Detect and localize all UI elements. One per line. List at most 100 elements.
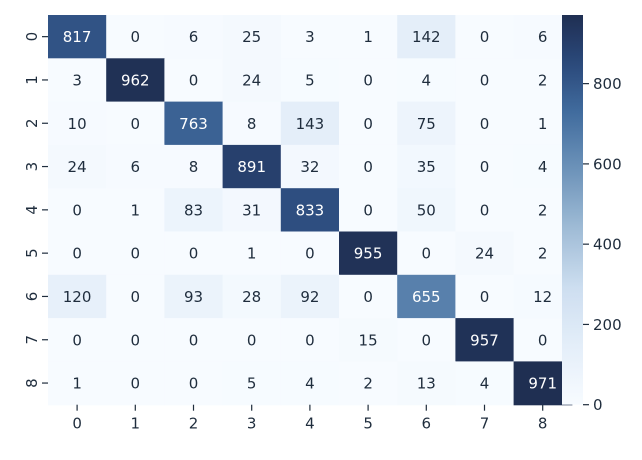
cell-value-label: 0	[131, 288, 141, 306]
cell-value-label: 6	[131, 158, 141, 176]
x-tick-label: 4	[305, 415, 315, 433]
y-tick-label: 6	[23, 292, 41, 302]
y-tick-label: 8	[23, 378, 41, 388]
heatmap-cell-0-0	[48, 15, 107, 59]
heatmap-cell-8-2	[164, 361, 224, 406]
cell-value-label: 8	[189, 158, 199, 176]
cell-value-label: 0	[131, 245, 141, 263]
cell-value-label: 0	[363, 288, 373, 306]
cell-value-label: 0	[363, 158, 373, 176]
heatmap-cell-7-0	[48, 318, 107, 362]
cell-value-label: 0	[131, 375, 141, 393]
heatmap-cell-3-1	[106, 144, 165, 189]
heatmap-cell-7-5	[339, 318, 398, 362]
heatmap-cell-2-1	[106, 101, 165, 146]
heatmap-cell-8-0	[48, 361, 107, 406]
heatmap-cell-2-2	[164, 101, 224, 146]
y-tick-label: 3	[23, 162, 41, 172]
cell-value-label: 0	[189, 375, 199, 393]
heatmap-cell-2-0	[48, 101, 107, 146]
colorbar-tick-label: 400	[593, 236, 622, 254]
cell-value-label: 0	[72, 201, 82, 219]
cell-value-label: 0	[189, 331, 199, 349]
cell-value-label: 833	[296, 201, 325, 219]
cell-value-label: 3	[72, 71, 82, 89]
heatmap-cell-1-7	[455, 58, 515, 103]
cell-value-label: 0	[480, 71, 490, 89]
heatmap-cell-5-1	[106, 231, 165, 276]
heatmap-cell-1-5	[339, 58, 398, 103]
x-tick-label: 5	[363, 415, 373, 433]
cell-value-label: 1	[72, 375, 82, 393]
cell-value-label: 817	[63, 28, 92, 46]
heatmap-cell-7-6	[397, 318, 456, 362]
cell-value-label: 32	[300, 158, 319, 176]
y-tick-label: 7	[23, 335, 41, 345]
x-tick-label: 3	[247, 415, 257, 433]
cell-value-label: 971	[528, 375, 557, 393]
heatmap-cell-3-2	[164, 144, 224, 189]
heatmap-cell-6-6	[397, 274, 456, 319]
heatmap-cell-1-6	[397, 58, 456, 103]
heatmap-cell-6-2	[164, 274, 224, 319]
heatmap-cell-1-4	[280, 58, 340, 103]
heatmap-cell-0-6	[397, 15, 456, 59]
y-tick-label: 2	[23, 118, 41, 128]
cell-value-label: 13	[417, 375, 436, 393]
cell-value-label: 0	[480, 158, 490, 176]
cell-value-label: 0	[422, 245, 432, 263]
heatmap-cell-3-0	[48, 144, 107, 189]
heatmap-cell-3-5	[339, 144, 398, 189]
cell-value-label: 2	[538, 245, 548, 263]
cell-value-label: 24	[68, 158, 87, 176]
cell-value-label: 0	[189, 71, 199, 89]
y-tick-label: 1	[23, 75, 41, 85]
heatmap-cell-2-3	[222, 101, 282, 146]
cell-value-label: 24	[242, 71, 261, 89]
y-tick-label: 4	[23, 205, 41, 215]
heatmap-cell-0-1	[106, 15, 165, 59]
colorbar-tick-label: 200	[593, 316, 622, 334]
heatmap-cell-1-0	[48, 58, 107, 103]
cell-value-label: 15	[359, 331, 378, 349]
heatmap-cell-labels: 817 0 6 25 3 1 142 0 63 962 0 24 5 0 4 0 210 0 763 8 143 0 75 0…	[63, 28, 557, 392]
cell-value-label: 0	[480, 201, 490, 219]
heatmap-cell-7-2	[164, 318, 224, 362]
x-tick-label: 7	[480, 415, 490, 433]
cell-value-label: 92	[300, 288, 319, 306]
cell-value-label: 0	[538, 331, 548, 349]
x-axis: 0 1 2 3 4 5 6 7 8	[72, 404, 548, 433]
colorbar-tick-label: 0	[593, 396, 603, 414]
heatmap-cell-4-1	[106, 188, 165, 233]
heatmap-cell-6-3	[222, 274, 282, 319]
cell-value-label: 0	[363, 71, 373, 89]
heatmap-cell-5-3	[222, 231, 282, 276]
cell-value-label: 0	[305, 245, 315, 263]
heatmap-cell-0-7	[455, 15, 515, 59]
heatmap-cell-4-3	[222, 188, 282, 233]
cell-value-label: 0	[131, 115, 141, 133]
cell-value-label: 28	[242, 288, 261, 306]
cell-value-label: 1	[538, 115, 548, 133]
cell-value-label: 24	[475, 245, 494, 263]
heatmap-cell-8-3	[222, 361, 282, 406]
heatmap-cell-0-2	[164, 15, 224, 59]
heatmap-cell-1-1	[106, 58, 165, 103]
cell-value-label: 0	[189, 245, 199, 263]
cell-value-label: 3	[305, 28, 315, 46]
heatmap-cell-8-6	[397, 361, 456, 406]
cell-value-label: 75	[417, 115, 436, 133]
heatmap-cells	[48, 15, 573, 406]
heatmap-cell-4-2	[164, 188, 224, 233]
x-tick-label: 8	[538, 415, 548, 433]
heatmap-cell-3-3	[222, 144, 282, 189]
cell-value-label: 143	[296, 115, 325, 133]
cell-value-label: 2	[538, 201, 548, 219]
heatmap-cell-1-3	[222, 58, 282, 103]
heatmap-cell-6-0	[48, 274, 107, 319]
cell-value-label: 2	[363, 375, 373, 393]
cell-value-label: 0	[363, 115, 373, 133]
cell-value-label: 93	[184, 288, 203, 306]
heatmap-cell-3-7	[455, 144, 515, 189]
